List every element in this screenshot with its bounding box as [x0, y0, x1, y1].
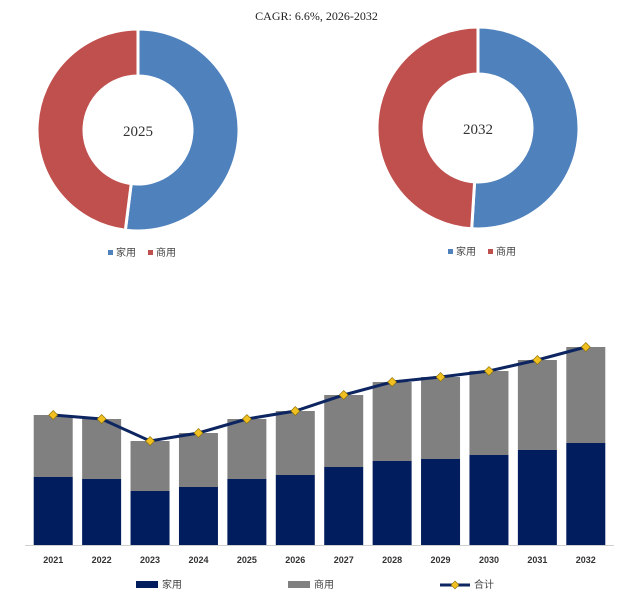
bar-commercial-2024	[178, 433, 218, 487]
x-tick-2029: 2029	[431, 555, 451, 565]
bar-commercial-2029	[421, 377, 461, 459]
donut-2025-legend-swatch-1	[148, 250, 153, 255]
legend-label-household: 家用	[162, 578, 182, 591]
total-marker-2031	[532, 355, 543, 365]
x-tick-2024: 2024	[188, 555, 208, 565]
bar-household-2023	[130, 491, 170, 545]
bar-household-2026	[275, 475, 315, 545]
x-tick-2030: 2030	[479, 555, 499, 565]
legend-label-total: 合计	[474, 578, 494, 591]
total-line	[53, 345, 587, 443]
x-tick-2027: 2027	[334, 555, 354, 565]
total-marker-2029	[435, 372, 446, 382]
x-tick-2028: 2028	[382, 555, 402, 565]
donut-2032-legend-label-0: 家用	[456, 245, 476, 258]
total-marker-2022	[96, 414, 107, 424]
donut-2025-legend-label-1: 商用	[156, 246, 176, 259]
donut-2032-legend-swatch-0	[448, 249, 453, 254]
bar-household-2028	[372, 461, 412, 545]
total-marker-2030	[484, 366, 494, 376]
x-tick-2022: 2022	[92, 555, 112, 565]
bar-household-2021	[33, 477, 73, 545]
x-tick-2025: 2025	[237, 555, 257, 565]
x-tick-2021: 2021	[43, 555, 63, 565]
x-tick-2032: 2032	[576, 555, 596, 565]
bar-household-2031	[517, 450, 557, 545]
total-marker-2021	[48, 410, 59, 420]
donut-2032-center-label: 2032	[463, 122, 493, 138]
donut-2025-slice-household	[123, 27, 241, 233]
donut-2032-legend-label-1: 商用	[496, 245, 516, 258]
donut-2025-slice-commercial	[35, 27, 140, 232]
total-marker-2025	[241, 414, 252, 424]
donut-2025-legend-swatch-0	[108, 250, 113, 255]
bar-household-2024	[178, 487, 218, 545]
bar-commercial-2030	[469, 371, 509, 455]
bar-household-2027	[324, 467, 364, 545]
bar-household-2029	[421, 459, 461, 545]
x-tick-2031: 2031	[527, 555, 547, 565]
bar-household-2030	[469, 455, 509, 545]
donut-2025-legend-label-0: 家用	[116, 246, 136, 259]
bar-commercial-2021	[33, 415, 73, 477]
bar-commercial-2026	[275, 411, 315, 475]
x-tick-2023: 2023	[140, 555, 160, 565]
legend-swatch-household	[136, 581, 158, 588]
donut-2032-slice-commercial	[375, 25, 480, 231]
bar-household-2032	[566, 443, 606, 545]
total-marker-2023	[145, 436, 155, 446]
total-marker-2032	[580, 342, 591, 352]
bar-commercial-2023	[130, 441, 170, 491]
donut-2032-slice-household	[470, 25, 581, 231]
bar-commercial-2022	[82, 419, 122, 479]
bar-commercial-2027	[324, 395, 364, 467]
bar-commercial-2031	[517, 360, 557, 450]
total-marker-2026	[290, 406, 301, 416]
legend-label-commercial: 商用	[314, 578, 334, 591]
legend-swatch-total-marker	[450, 580, 460, 590]
bar-commercial-2028	[372, 382, 412, 461]
x-tick-2026: 2026	[285, 555, 305, 565]
bar-household-2022	[82, 479, 122, 545]
total-marker-2027	[338, 390, 349, 400]
legend-swatch-commercial	[288, 581, 310, 588]
donut-2032-legend-swatch-1	[488, 249, 493, 254]
donut-2025-center-label: 2025	[123, 124, 153, 140]
bar-commercial-2032	[566, 347, 606, 443]
total-marker-2028	[387, 377, 398, 387]
bar-household-2025	[227, 479, 267, 545]
total-marker-2024	[193, 428, 204, 438]
chart-title: CAGR: 6.6%, 2026-2032	[255, 9, 378, 23]
bar-commercial-2025	[227, 419, 267, 479]
